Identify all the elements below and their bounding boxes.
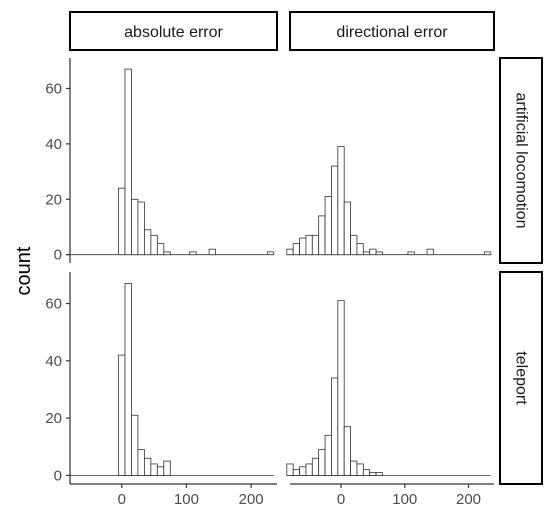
histogram-bar (156, 243, 165, 256)
histogram-bar (150, 463, 158, 476)
y-axis-title: count (13, 246, 35, 295)
row-strip-label: artificial locomotion (513, 92, 530, 228)
histogram-bar (375, 251, 383, 256)
y-tick-label: 0 (54, 247, 62, 264)
histogram-bar (318, 449, 326, 476)
y-tick-label: 20 (45, 191, 62, 208)
histogram-bar (324, 196, 332, 256)
histogram-bar (318, 215, 326, 256)
histogram-bar (350, 234, 358, 256)
histogram-bar (362, 251, 371, 256)
histogram-bar (407, 251, 415, 256)
row-strip-box-0 (499, 57, 543, 264)
histogram-bar (208, 248, 216, 256)
y-tick-label: 60 (45, 80, 62, 97)
histogram-bar (305, 463, 313, 476)
x-tick-label: 0 (118, 491, 126, 508)
histogram-bar (118, 354, 126, 476)
histogram-bar (362, 469, 371, 476)
histogram-bar (131, 414, 139, 476)
histogram-bar (143, 229, 152, 256)
histogram-bar (356, 243, 364, 256)
histogram-bar (426, 248, 434, 256)
histogram-bar (343, 201, 351, 256)
histogram-bar (311, 457, 320, 476)
y-tick-label: 0 (54, 467, 62, 484)
histogram-bar (266, 251, 275, 256)
histogram-bar (484, 251, 492, 256)
histogram-bar (286, 463, 294, 476)
histogram-bar (369, 472, 377, 476)
histogram-bar (305, 234, 313, 256)
histogram-bar (337, 300, 345, 476)
histogram-bar (331, 165, 339, 256)
histogram-bar (156, 466, 165, 476)
x-tick-label: 100 (392, 491, 417, 508)
histogram-bar (343, 426, 351, 476)
histogram-bar (331, 377, 339, 476)
histogram-bar (150, 234, 158, 256)
histogram-bar (286, 248, 294, 256)
y-tick-label: 20 (45, 410, 62, 427)
histogram-bar (292, 469, 300, 476)
histogram-bar (137, 201, 145, 256)
row-strip-label: teleport (513, 351, 530, 405)
histogram-bar (299, 466, 307, 476)
x-tick-label: 200 (239, 491, 264, 508)
histogram-bar (124, 283, 132, 476)
histogram-bar (299, 237, 307, 256)
histogram-bar (311, 234, 320, 256)
y-tick-label: 60 (45, 296, 62, 313)
y-tick-label: 40 (45, 353, 62, 370)
histogram-bar (137, 449, 145, 476)
histogram-bar (131, 198, 139, 256)
histogram-bar (143, 457, 152, 476)
y-tick-label: 40 (45, 136, 62, 153)
histogram-bar (337, 146, 345, 256)
row-strip-box-1 (499, 271, 543, 485)
histogram-bar (292, 243, 300, 256)
histogram-bar (350, 460, 358, 476)
x-tick-label: 200 (456, 491, 481, 508)
strip-box-1 (289, 11, 495, 51)
histogram-bar (324, 434, 332, 476)
histogram-bar (118, 187, 126, 256)
histogram-bar (375, 472, 383, 476)
histogram-bar (124, 68, 132, 256)
column-strip-label: directional error (336, 24, 448, 41)
strip-box-0 (69, 11, 278, 51)
column-strip-label: absolute error (124, 24, 223, 41)
histogram-bar (369, 248, 377, 256)
histogram-bar (163, 460, 171, 476)
histogram-bar (163, 251, 171, 256)
histogram-bar (189, 251, 197, 256)
x-tick-label: 100 (174, 491, 199, 508)
x-tick-label: 0 (337, 491, 345, 508)
histogram-bar (356, 463, 364, 476)
